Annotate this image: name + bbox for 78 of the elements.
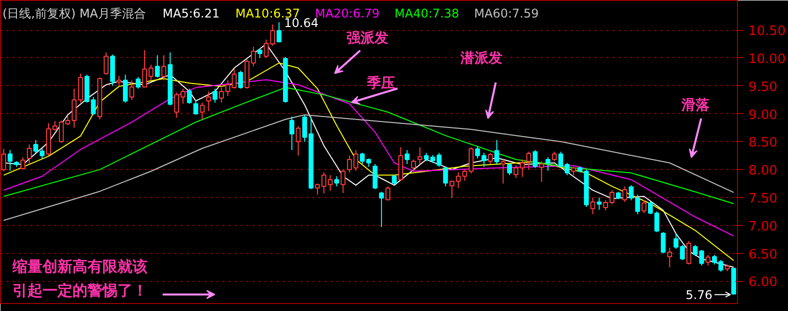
candlestick [507, 162, 512, 176]
candlestick [686, 240, 692, 265]
candlestick [532, 150, 538, 168]
candlestick [667, 247, 672, 268]
y-tick-label: 8.00 [748, 164, 778, 179]
candlestick [404, 150, 410, 164]
candlestick [276, 22, 282, 43]
candlestick [212, 88, 218, 104]
candlestick [590, 196, 596, 215]
candlestick [161, 54, 166, 81]
y-tick-label: 6.00 [748, 275, 778, 290]
text: MA60:7.59 [474, 6, 539, 20]
candlestick [379, 191, 384, 228]
annotation: 缩量创新高有限就该 [11, 258, 148, 276]
candlestick [116, 75, 122, 86]
annotation: 强派发 [346, 30, 388, 46]
candlestick [206, 90, 212, 112]
annotation: 引起一定的警惕了！ [12, 282, 148, 300]
candlestick [154, 54, 160, 78]
y-tick-label: 7.00 [748, 219, 778, 234]
candlestick [500, 159, 506, 184]
candlestick [232, 68, 237, 90]
text: MA5:6.21 [162, 6, 220, 20]
candlestick [200, 102, 205, 120]
candlestick [558, 151, 564, 168]
candlestick [648, 200, 653, 215]
candlestick [136, 76, 141, 90]
candlestick [360, 152, 365, 164]
candlestick [564, 162, 570, 176]
candlestick [494, 140, 500, 164]
text: (日线,前复权) MA月季混合 [2, 6, 146, 20]
candlestick [122, 74, 128, 104]
candlestick [296, 126, 301, 156]
y-tick-label: 10.50 [748, 24, 786, 40]
candlestick [596, 196, 602, 210]
annotation: 滑落 [680, 98, 710, 114]
candlestick [8, 150, 13, 172]
candlestick [660, 232, 666, 254]
candlestick [26, 144, 32, 164]
candlestick [622, 186, 628, 202]
candlestick [417, 146, 422, 164]
candlestick [340, 169, 346, 194]
candlestick [193, 99, 198, 116]
candlestick [186, 88, 192, 104]
candlestick [546, 156, 550, 172]
y-tick-label: 6.50 [748, 247, 778, 262]
candlestick [526, 151, 532, 170]
annotation: 潜派发 [459, 50, 502, 66]
y-tick-label: 9.00 [748, 108, 778, 123]
y-tick-label: 10.00 [748, 52, 786, 67]
y-tick-label: 9.50 [748, 80, 778, 95]
candlestick [552, 151, 557, 162]
candlestick [411, 159, 416, 172]
annotation: 季压 [366, 74, 396, 92]
candlestick [520, 159, 525, 178]
text: MA40:7.38 [394, 6, 460, 20]
candlestick [104, 52, 109, 76]
candlestick [706, 254, 710, 266]
candlestick [257, 48, 262, 58]
candlestick [488, 152, 493, 164]
candlestick [238, 70, 244, 90]
candlestick [385, 186, 390, 201]
y-tick-label: 7.50 [748, 191, 778, 206]
candlestick [289, 116, 294, 151]
candlestick [642, 200, 646, 214]
annotation: 5.76 [686, 288, 712, 302]
candlestick [129, 80, 134, 100]
candlestick [334, 176, 340, 187]
candlestick [20, 156, 26, 170]
candlestick [654, 210, 660, 233]
candlestick [514, 164, 518, 178]
candlestick [372, 163, 378, 190]
candlestick [443, 166, 448, 187]
candlestick [398, 146, 404, 182]
candlestick [539, 160, 544, 182]
line-series [3, 114, 734, 221]
y-tick-label: 8.50 [748, 136, 778, 151]
candlestick [392, 174, 397, 186]
